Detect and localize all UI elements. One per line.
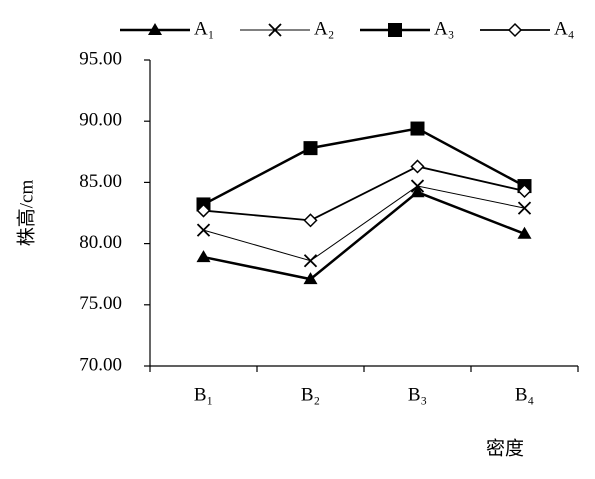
x-axis-label: 密度 — [486, 437, 524, 459]
series-line — [203, 185, 525, 262]
x-tick-label: B₂ — [301, 384, 320, 405]
x-tick-label: B₄ — [515, 384, 534, 405]
marker — [303, 254, 318, 268]
legend-label: A₁ — [194, 18, 214, 39]
y-tick-label: 90.00 — [79, 110, 122, 131]
marker — [196, 250, 211, 263]
marker — [517, 226, 532, 239]
marker — [410, 185, 425, 198]
marker — [196, 223, 211, 237]
series-line — [203, 165, 525, 222]
x-tick-label: B₁ — [194, 384, 213, 405]
x-tick-label: B₃ — [408, 384, 427, 405]
marker — [303, 272, 318, 285]
series-line — [203, 190, 525, 281]
marker — [196, 203, 211, 218]
y-axis-label: 株高/cm — [15, 180, 37, 247]
y-tick-label: 70.00 — [79, 354, 122, 375]
marker — [303, 213, 318, 228]
legend-label: A₃ — [434, 18, 454, 39]
legend-label: A₄ — [554, 18, 574, 39]
marker — [507, 22, 523, 38]
marker — [388, 23, 402, 37]
legend-label: A₂ — [314, 18, 334, 39]
y-tick-label: 75.00 — [79, 293, 122, 314]
y-tick-label: 80.00 — [79, 232, 122, 253]
marker — [410, 179, 425, 193]
marker — [268, 23, 282, 37]
series-line — [202, 127, 526, 206]
marker — [148, 23, 162, 35]
y-tick-label: 95.00 — [79, 48, 122, 69]
marker — [303, 141, 318, 156]
marker — [517, 183, 532, 199]
marker — [410, 121, 425, 136]
marker — [410, 159, 425, 174]
y-tick-label: 85.00 — [79, 171, 122, 192]
marker — [517, 201, 532, 215]
